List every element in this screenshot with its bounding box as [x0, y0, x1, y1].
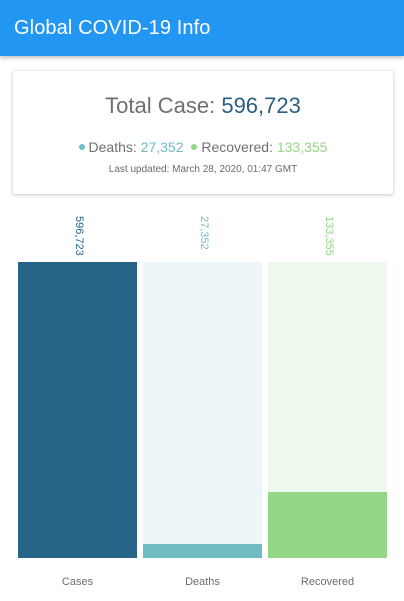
app-title: Global COVID-19 Info: [14, 16, 211, 39]
bar-value-label-cases: 596,723: [73, 216, 85, 256]
deaths-stat: Deaths: 27,352: [78, 139, 188, 155]
bar-deaths: [143, 544, 262, 558]
deaths-dot-icon: [78, 144, 85, 151]
recovered-stat: Recovered: 133,355: [191, 139, 327, 155]
bar-recovered: [268, 492, 387, 558]
stats-line: Deaths: 27,352 Recovered: 133,355: [13, 139, 393, 155]
bar-category-label-deaths: Deaths: [185, 576, 220, 588]
bar-track-deaths: [143, 262, 262, 558]
bar-value-label-deaths: 27,352: [198, 216, 210, 250]
recovered-value: 133,355: [276, 139, 328, 155]
bar-cases: [18, 262, 137, 558]
deaths-label: Deaths:: [88, 139, 137, 155]
total-cases-value: 596,723: [221, 93, 301, 118]
bar-track-recovered: [268, 262, 387, 558]
deaths-value: 27,352: [140, 139, 184, 155]
total-cases-label: Total Case:: [105, 93, 216, 118]
bar-chart: 596,723 Cases 27,352 Deaths 133,355 Recovered: [0, 200, 404, 601]
recovered-dot-icon: [191, 144, 198, 151]
summary-card: Total Case: 596,723 Deaths: 27,352 Recov…: [13, 71, 393, 194]
last-updated-text: Last updated: March 28, 2020, 01:47 GMT: [108, 164, 298, 175]
bar-track-cases: [18, 262, 137, 558]
bar-value-label-recovered: 133,355: [323, 216, 335, 256]
bar-category-label-cases: Cases: [61, 576, 94, 588]
bar-category-label-recovered: Recovered: [300, 576, 355, 588]
total-cases-line: Total Case: 596,723: [13, 93, 393, 119]
recovered-label: Recovered:: [201, 139, 273, 155]
app-bar: Global COVID-19 Info: [0, 0, 404, 56]
